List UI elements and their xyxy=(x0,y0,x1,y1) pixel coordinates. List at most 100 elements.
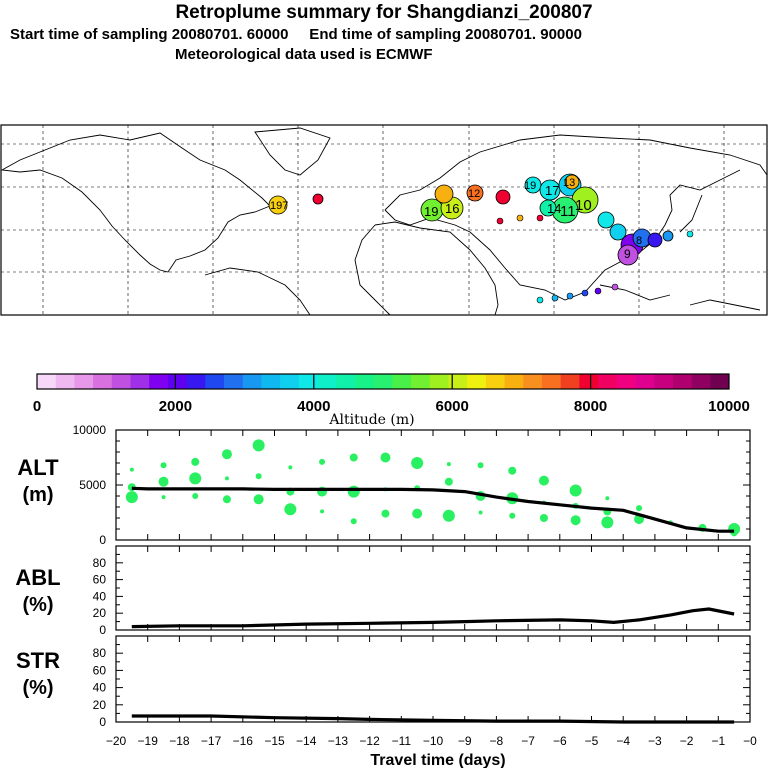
time-series-panels: 10000 5000 0 ALT (m) 80 60 40 20 0 ABL (%) 80 60 40 20 0… xyxy=(15,423,751,729)
altitude-colorbar xyxy=(36,373,730,390)
cluster-dot xyxy=(662,230,674,242)
panel-str: 80 60 40 20 0 STR (%) xyxy=(16,635,751,729)
map-number: 19 xyxy=(424,204,438,219)
colorbar-swatch xyxy=(317,374,337,389)
colorbar-swatch xyxy=(354,374,375,389)
colorbar-swatch xyxy=(242,374,262,389)
colorbar-swatch xyxy=(186,374,206,389)
cluster-dot xyxy=(312,193,324,205)
cluster-point xyxy=(508,466,517,475)
cluster-dot xyxy=(566,292,574,300)
series-line-alt xyxy=(131,486,735,533)
map-number-labels: 197 19 16 12 19 17 13 14 11 10 9 8 xyxy=(270,177,642,261)
colorbar-tick-label: 0 xyxy=(33,398,41,415)
colorbar-swatch xyxy=(224,374,244,389)
cluster-dot xyxy=(536,296,544,304)
map-frame xyxy=(0,124,768,316)
panel-ylabel-unit: (m) xyxy=(22,484,53,506)
cluster-point xyxy=(538,475,549,486)
colorbar-swatch xyxy=(616,374,636,389)
cluster-dot xyxy=(647,232,663,248)
cluster-dot xyxy=(551,294,559,302)
panel-ylabel-unit: (%) xyxy=(22,677,53,699)
cluster-point xyxy=(320,509,325,514)
cluster-point xyxy=(255,473,262,480)
panel-ylabel-unit: (%) xyxy=(22,594,53,616)
colorbar-swatch xyxy=(429,374,449,389)
cluster-point xyxy=(191,457,200,466)
map-number: 10 xyxy=(575,197,592,214)
x-tick-label: −12 xyxy=(359,734,380,748)
cluster-dot xyxy=(564,174,580,190)
x-axis: −20 −19 −18 −17 −16 −15 −14 −13 −12 −11 −10 −9 −8 −7 −… xyxy=(106,734,757,768)
cluster-point xyxy=(446,462,451,467)
cluster-dot xyxy=(686,230,694,238)
cluster-point xyxy=(477,462,484,469)
cluster-point xyxy=(442,509,455,522)
series-line-abl xyxy=(131,607,735,629)
y-tick-label: 40 xyxy=(93,681,107,695)
map-number: 8 xyxy=(636,235,642,247)
colorbar-swatch xyxy=(261,374,281,389)
cluster-point xyxy=(350,518,357,525)
x-tick-label: −4 xyxy=(616,734,630,748)
map-number: 9 xyxy=(624,247,631,261)
cluster-dot xyxy=(611,283,619,291)
colorbar-tick-label: 6000 xyxy=(436,398,469,415)
world-map: 197 19 16 12 19 17 13 14 11 10 9 8 xyxy=(0,124,768,316)
y-tick-label: 80 xyxy=(93,556,107,570)
colorbar-swatch xyxy=(392,374,412,389)
cluster-point xyxy=(222,495,231,504)
colorbar-swatch xyxy=(448,374,468,389)
map-number: 19 xyxy=(524,180,536,192)
cluster-point xyxy=(161,495,166,500)
cluster-point xyxy=(569,484,582,497)
x-tick-label: −18 xyxy=(169,734,190,748)
x-tick-label: −3 xyxy=(648,734,662,748)
colorbar-swatch xyxy=(411,374,431,389)
colorbar-swatch xyxy=(523,374,543,389)
colorbar-swatch xyxy=(93,374,113,389)
cluster-dot xyxy=(466,184,484,202)
x-tick-label: −9 xyxy=(458,734,472,748)
colorbar-frame xyxy=(36,373,730,390)
y-tick-label: 60 xyxy=(93,663,107,677)
x-tick-label: −1 xyxy=(711,734,725,748)
colorbar-swatch xyxy=(541,374,562,389)
colorbar-swatch xyxy=(710,374,730,389)
cluster-point xyxy=(636,505,643,512)
map-number: 17 xyxy=(545,183,559,198)
colorbar-swatch xyxy=(55,374,75,389)
cluster-point xyxy=(444,477,453,486)
met-data-line: Meteorological data used is ECMWF xyxy=(175,46,433,63)
cluster-point xyxy=(125,491,138,504)
x-tick-label: −16 xyxy=(233,734,254,748)
panel-ylabel: STR xyxy=(16,648,60,673)
x-tick-label: −20 xyxy=(106,734,127,748)
colorbar-swatch xyxy=(205,374,225,389)
cluster-dot xyxy=(268,195,288,215)
cluster-dot xyxy=(496,217,504,225)
map-number: 16 xyxy=(445,201,459,216)
series-line-str xyxy=(131,714,735,724)
cluster-point xyxy=(252,439,265,452)
panel-ylabel: ALT xyxy=(17,455,59,480)
chart-title: Retroplume summary for Shangdianzi_20080… xyxy=(175,2,593,23)
map-number: 197 xyxy=(270,200,288,212)
colorbar-swatch xyxy=(111,374,131,389)
map-number: 12 xyxy=(468,188,480,200)
x-tick-label: −15 xyxy=(264,734,285,748)
cluster-dot xyxy=(597,211,615,229)
colorbar-swatch xyxy=(373,374,393,389)
x-axis-label: Travel time (days) xyxy=(370,752,505,768)
cluster-dot xyxy=(434,184,454,204)
cluster-point xyxy=(478,510,483,515)
cluster-point xyxy=(411,457,424,469)
x-tick-label: −10 xyxy=(423,734,444,748)
x-tick-label: −11 xyxy=(392,734,412,748)
x-tick-label: −5 xyxy=(585,734,599,748)
cluster-point xyxy=(509,512,516,519)
x-tick-label: −6 xyxy=(553,734,567,748)
cluster-dot xyxy=(609,223,627,241)
map-number: 13 xyxy=(563,177,575,189)
